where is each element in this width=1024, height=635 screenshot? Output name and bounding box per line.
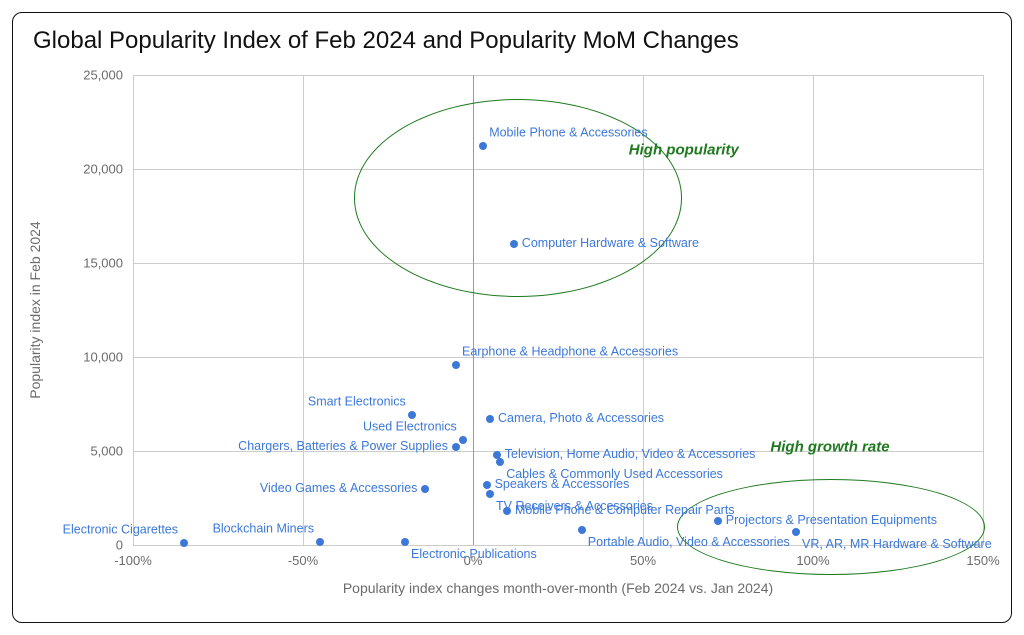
gridline-v <box>133 75 134 545</box>
plot-area: 05,00010,00015,00020,00025,000-100%-50%0… <box>133 75 983 545</box>
data-label: Portable Audio, Video & Accessories <box>588 536 790 550</box>
y-tick: 0 <box>63 538 123 553</box>
data-point <box>316 538 324 546</box>
x-tick: -100% <box>114 553 152 568</box>
data-point <box>479 142 487 150</box>
data-label: Chargers, Batteries & Power Supplies <box>238 440 448 454</box>
x-tick: 50% <box>630 553 656 568</box>
data-point <box>503 507 511 515</box>
data-point <box>714 517 722 525</box>
data-label: Mobile Phone & Computer Repair Parts <box>515 504 735 518</box>
chart-frame: Global Popularity Index of Feb 2024 and … <box>12 12 1012 623</box>
data-point <box>452 443 460 451</box>
data-label: Camera, Photo & Accessories <box>498 412 664 426</box>
data-point <box>401 538 409 546</box>
chart-title: Global Popularity Index of Feb 2024 and … <box>33 27 739 55</box>
data-label: Television, Home Audio, Video & Accessor… <box>505 448 756 462</box>
data-point <box>496 458 504 466</box>
callout-label: High growth rate <box>770 439 889 456</box>
y-tick: 15,000 <box>63 256 123 271</box>
data-label: VR, AR, MR Hardware & Software <box>802 538 992 552</box>
data-point <box>792 528 800 536</box>
y-tick: 20,000 <box>63 162 123 177</box>
data-label: Electronic Publications <box>411 548 537 562</box>
data-point <box>180 539 188 547</box>
data-label: Mobile Phone & Accessories <box>489 127 647 141</box>
data-point <box>421 485 429 493</box>
gridline-v <box>813 75 814 545</box>
data-point <box>459 436 467 444</box>
data-label: Earphone & Headphone & Accessories <box>462 345 678 359</box>
data-label: Computer Hardware & Software <box>522 237 699 251</box>
y-axis-label: Popularity index in Feb 2024 <box>27 221 43 398</box>
data-label: Smart Electronics <box>308 396 406 410</box>
data-point <box>483 481 491 489</box>
data-label: Blockchain Miners <box>213 522 314 536</box>
x-tick: 150% <box>966 553 999 568</box>
gridline-v <box>303 75 304 545</box>
x-tick: -50% <box>288 553 318 568</box>
data-label: Electronic Cigarettes <box>63 523 178 537</box>
data-label: Used Electronics <box>363 420 457 434</box>
gridline-v <box>983 75 984 545</box>
data-point <box>578 526 586 534</box>
data-point <box>452 361 460 369</box>
data-label: Speakers & Accessories <box>495 478 630 492</box>
data-label: Video Games & Accessories <box>260 482 417 496</box>
y-tick: 25,000 <box>63 68 123 83</box>
data-point <box>510 240 518 248</box>
data-point <box>486 490 494 498</box>
data-point <box>486 415 494 423</box>
y-tick: 10,000 <box>63 350 123 365</box>
x-axis-label: Popularity index changes month-over-mont… <box>343 580 773 596</box>
data-label: Projectors & Presentation Equipments <box>726 514 937 528</box>
callout-label: High popularity <box>629 142 739 159</box>
y-tick: 5,000 <box>63 444 123 459</box>
gridline-h <box>133 75 983 76</box>
